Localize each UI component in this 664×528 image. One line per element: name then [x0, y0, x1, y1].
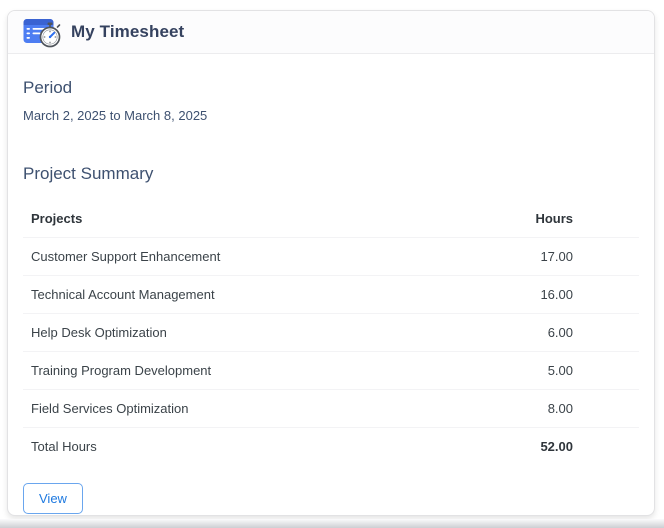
card-header: My Timesheet [8, 11, 654, 54]
page-title: My Timesheet [71, 22, 185, 41]
period-range: March 2, 2025 to March 8, 2025 [23, 108, 208, 124]
card-body: Period March 2, 2025 to March 8, 2025 Pr… [8, 54, 654, 515]
timesheet-icon [23, 17, 61, 49]
view-button[interactable]: View [23, 482, 83, 515]
project-summary-table: Projects Hours Customer Support Enhancem… [23, 199, 639, 465]
project-summary-heading: Project Summary [23, 164, 154, 184]
project-name: Technical Account Management [23, 275, 435, 314]
total-label: Total Hours [23, 426, 435, 465]
project-hours: 17.00 [435, 237, 639, 276]
project-name: Training Program Development [23, 351, 435, 390]
table-row: Customer Support Enhancement 17.00 [23, 237, 639, 276]
project-hours: 5.00 [435, 351, 639, 390]
table-row: Field Services Optimization 8.00 [23, 389, 639, 428]
table-row: Training Program Development 5.00 [23, 351, 639, 390]
timesheet-card: My Timesheet Period March 2, 2025 to Mar… [7, 10, 655, 516]
project-hours: 6.00 [435, 313, 639, 352]
project-hours: 8.00 [435, 389, 639, 428]
column-header-projects: Projects [23, 199, 435, 238]
page-bottom-edge [0, 519, 664, 528]
table-row: Help Desk Optimization 6.00 [23, 313, 639, 352]
project-name: Customer Support Enhancement [23, 237, 435, 276]
project-name: Field Services Optimization [23, 389, 435, 428]
column-header-hours: Hours [435, 199, 639, 238]
total-hours-value: 52.00 [435, 426, 639, 465]
table-header-row: Projects Hours [23, 199, 639, 238]
period-heading: Period [23, 78, 73, 97]
total-row: Total Hours 52.00 [23, 426, 639, 465]
table-row: Technical Account Management 16.00 [23, 275, 639, 314]
project-name: Help Desk Optimization [23, 313, 435, 352]
project-hours: 16.00 [435, 275, 639, 314]
